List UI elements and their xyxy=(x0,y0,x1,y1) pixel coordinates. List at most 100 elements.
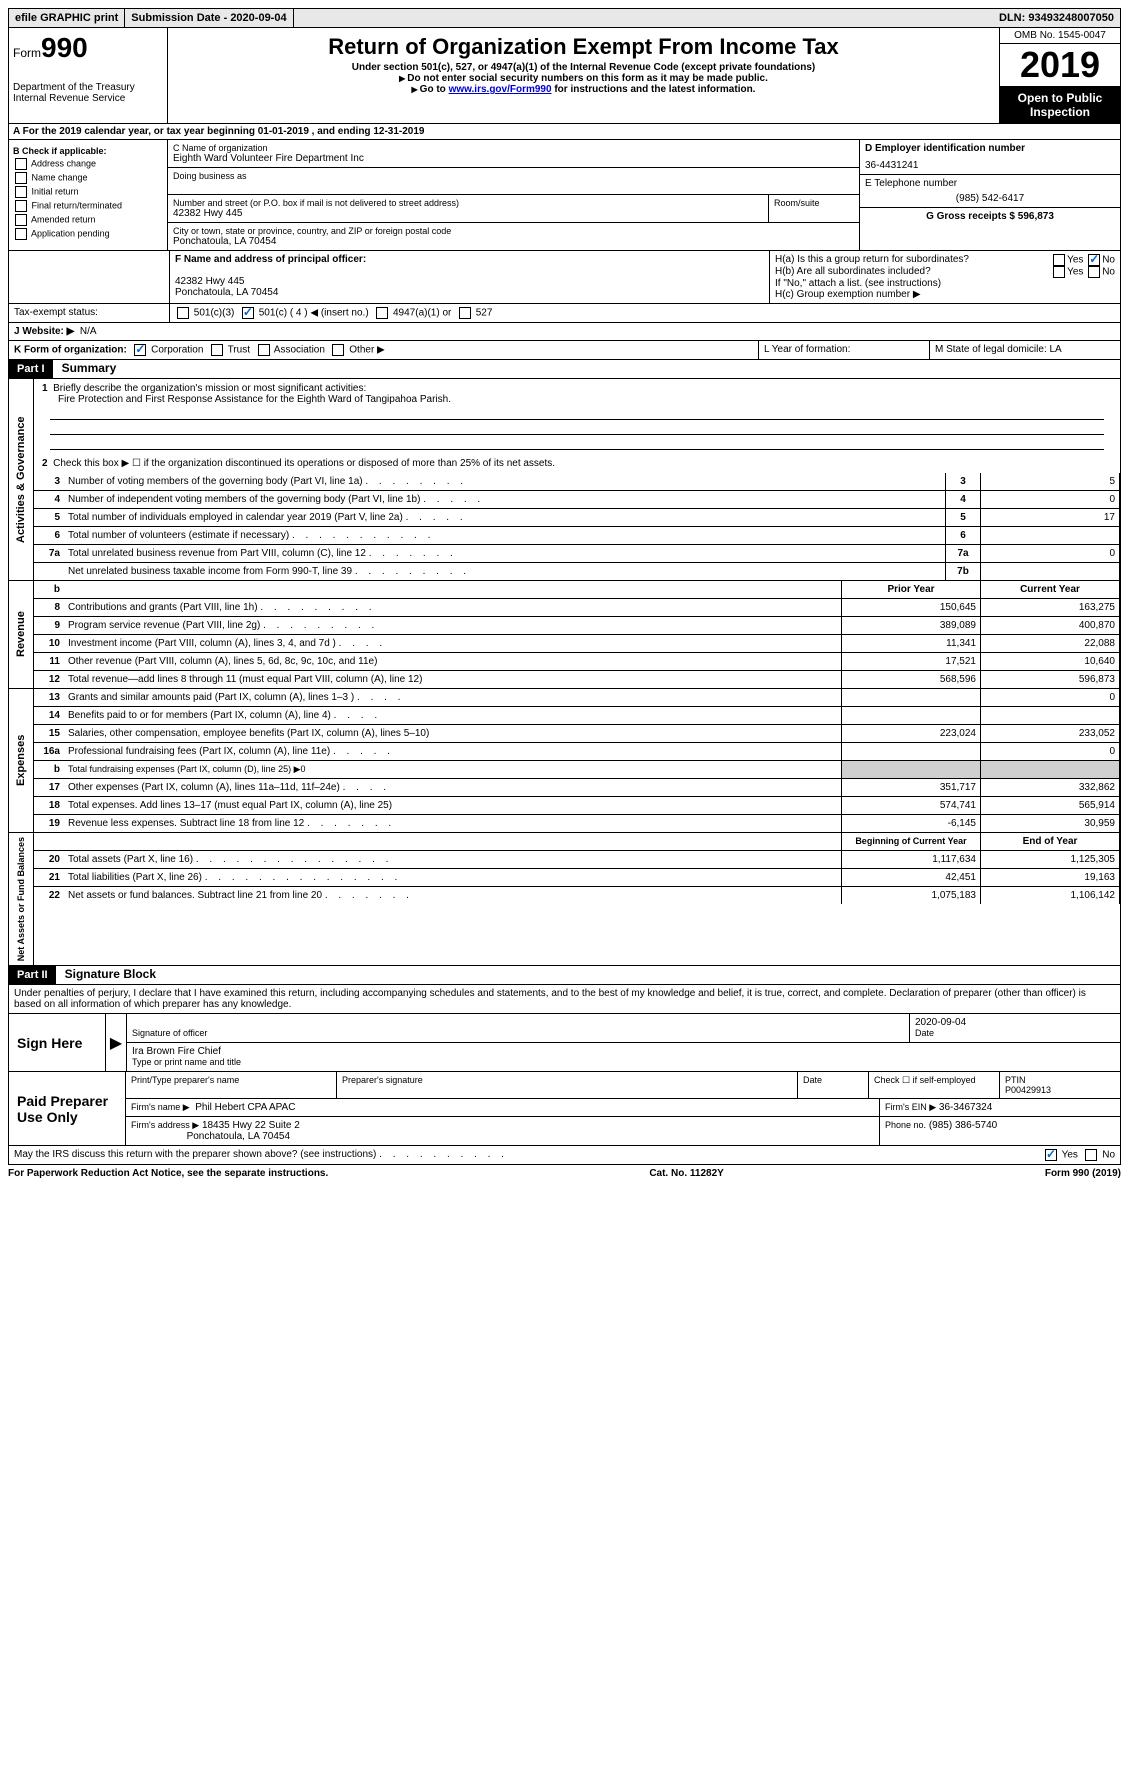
dln: DLN: 93493248007050 xyxy=(993,9,1120,27)
check-final[interactable]: Final return/terminated xyxy=(13,200,163,212)
org-address: 42382 Hwy 445 xyxy=(173,208,763,219)
check-pending[interactable]: Application pending xyxy=(13,228,163,240)
state-domicile: M State of legal domicile: LA xyxy=(930,341,1120,359)
mission-label: Briefly describe the organization's miss… xyxy=(53,383,366,394)
ein-value: 36-4431241 xyxy=(865,160,1115,171)
part2-bar: Part II Signature Block xyxy=(8,966,1121,985)
omb-number: OMB No. 1545-0047 xyxy=(1000,28,1120,44)
officer-addr1: 42382 Hwy 445 xyxy=(175,276,245,287)
footer-mid: Cat. No. 11282Y xyxy=(649,1168,723,1179)
website-value: N/A xyxy=(80,326,97,337)
officer-addr2: Ponchatoula, LA 70454 xyxy=(175,287,278,298)
submission-date: Submission Date - 2020-09-04 xyxy=(125,9,293,27)
top-bar: efile GRAPHIC print Submission Date - 20… xyxy=(8,8,1121,28)
row-k-l-m: K Form of organization: Corporation Trus… xyxy=(8,341,1121,360)
year-formation: L Year of formation: xyxy=(759,341,930,359)
efile-label[interactable]: efile GRAPHIC print xyxy=(9,9,125,27)
org-name: Eighth Ward Volunteer Fire Department In… xyxy=(173,153,854,164)
goto-note: Go to www.irs.gov/Form990 for instructio… xyxy=(172,84,995,95)
netassets-table: Beginning of Current YearEnd of Year 20T… xyxy=(34,833,1120,904)
officer-name: Ira Brown Fire Chief xyxy=(132,1046,221,1057)
website-label: J Website: ▶ xyxy=(14,326,74,337)
form-subtitle: Under section 501(c), 527, or 4947(a)(1)… xyxy=(172,62,995,73)
irs-link[interactable]: www.irs.gov/Form990 xyxy=(449,84,552,95)
check-address[interactable]: Address change xyxy=(13,158,163,170)
footer-right: Form 990 (2019) xyxy=(1045,1168,1121,1179)
tax-status-label: Tax-exempt status: xyxy=(9,304,170,322)
part2-title: Signature Block xyxy=(59,967,156,981)
hb-label: H(b) Are all subordinates included? xyxy=(775,266,931,278)
ha-label: H(a) Is this a group return for subordin… xyxy=(775,254,969,266)
org-name-label: C Name of organization xyxy=(173,143,854,153)
box-d-e-g: D Employer identification number 36-4431… xyxy=(860,140,1120,250)
hb-checks[interactable]: Yes No xyxy=(1051,266,1115,278)
preparer-section: Paid Preparer Use Only Print/Type prepar… xyxy=(8,1072,1121,1146)
room-label: Room/suite xyxy=(774,198,854,208)
tax-status-opts[interactable]: 501(c)(3) 501(c) ( 4 ) ◀ (insert no.) 49… xyxy=(170,304,1120,322)
phone-label: E Telephone number xyxy=(865,178,1115,189)
firm-ein-label: Firm's EIN ▶ xyxy=(885,1102,936,1112)
expenses-section: Expenses 13Grants and similar amounts pa… xyxy=(8,689,1121,833)
mission-text: Fire Protection and First Response Assis… xyxy=(58,394,451,405)
page-footer: For Paperwork Reduction Act Notice, see … xyxy=(8,1165,1121,1182)
firm-label: Firm's name ▶ xyxy=(131,1102,190,1112)
dba-label: Doing business as xyxy=(173,171,854,181)
city-label: City or town, state or province, country… xyxy=(173,226,854,236)
revenue-section: Revenue bPrior YearCurrent Year 8Contrib… xyxy=(8,581,1121,689)
expenses-label: Expenses xyxy=(9,689,34,832)
ein-label: D Employer identification number xyxy=(865,143,1025,154)
addr-label: Number and street (or P.O. box if mail i… xyxy=(173,198,763,208)
form-org-opts[interactable]: K Form of organization: Corporation Trus… xyxy=(9,341,759,359)
discuss-row: May the IRS discuss this return with the… xyxy=(8,1146,1121,1165)
part2-header: Part II xyxy=(9,966,56,984)
firm-phone-label: Phone no. xyxy=(885,1120,926,1130)
form-title: Return of Organization Exempt From Incom… xyxy=(172,34,995,60)
netassets-section: Net Assets or Fund Balances Beginning of… xyxy=(8,833,1121,966)
ssn-note: Do not enter social security numbers on … xyxy=(172,73,995,84)
discuss-checks[interactable]: Yes No xyxy=(1043,1149,1115,1161)
prep-date-label: Date xyxy=(798,1072,869,1098)
governance-table: 3Number of voting members of the governi… xyxy=(34,473,1120,580)
dept-treasury: Department of the Treasury xyxy=(13,82,163,93)
officer-name-label: Type or print name and title xyxy=(132,1057,241,1067)
expenses-table: 13Grants and similar amounts paid (Part … xyxy=(34,689,1120,832)
check-initial[interactable]: Initial return xyxy=(13,186,163,198)
row-f-h: F Name and address of principal officer:… xyxy=(8,251,1121,304)
row-i-status: Tax-exempt status: 501(c)(3) 501(c) ( 4 … xyxy=(8,304,1121,323)
part1-header: Part I xyxy=(9,360,53,378)
tax-year: 2019 xyxy=(1000,44,1120,87)
ptin-label: PTIN xyxy=(1005,1075,1026,1085)
ha-checks[interactable]: Yes No xyxy=(1051,254,1115,266)
firm-ein: 36-3467324 xyxy=(939,1102,992,1113)
perjury-text: Under penalties of perjury, I declare th… xyxy=(8,985,1121,1014)
prep-sig-label: Preparer's signature xyxy=(337,1072,798,1098)
officer-label: F Name and address of principal officer: xyxy=(175,254,366,265)
prep-self-emp[interactable]: Check ☐ if self-employed xyxy=(869,1072,1000,1098)
form-header: Form990 Department of the Treasury Inter… xyxy=(8,28,1121,124)
sign-here-section: Sign Here ▶ Signature of officer 2020-09… xyxy=(8,1014,1121,1072)
revenue-table: bPrior YearCurrent Year 8Contributions a… xyxy=(34,581,1120,688)
box-c-org: C Name of organization Eighth Ward Volun… xyxy=(168,140,860,250)
form-number: Form990 xyxy=(13,32,163,64)
sig-officer-label: Signature of officer xyxy=(132,1028,207,1038)
footer-left: For Paperwork Reduction Act Notice, see … xyxy=(8,1168,328,1179)
netassets-label: Net Assets or Fund Balances xyxy=(9,833,34,965)
revenue-label: Revenue xyxy=(9,581,34,688)
hb-note: If "No," attach a list. (see instruction… xyxy=(775,278,1115,289)
check-amended[interactable]: Amended return xyxy=(13,214,163,226)
public-inspection: Open to Public Inspection xyxy=(1000,87,1120,123)
part1-bar: Part I Summary xyxy=(8,360,1121,379)
governance-label: Activities & Governance xyxy=(9,379,34,580)
preparer-label: Paid Preparer Use Only xyxy=(9,1072,125,1145)
gross-receipts: G Gross receipts $ 596,873 xyxy=(926,211,1054,222)
firm-addr2: Ponchatoula, LA 70454 xyxy=(187,1131,290,1142)
sign-here-label: Sign Here xyxy=(9,1014,105,1071)
firm-name: Phil Hebert CPA APAC xyxy=(195,1102,295,1113)
irs-label: Internal Revenue Service xyxy=(13,93,163,104)
firm-phone: (985) 386-5740 xyxy=(929,1120,997,1131)
firm-addr-label: Firm's address ▶ xyxy=(131,1120,199,1130)
line2-text: Check this box ▶ ☐ if the organization d… xyxy=(53,458,555,469)
check-name[interactable]: Name change xyxy=(13,172,163,184)
discuss-text: May the IRS discuss this return with the… xyxy=(14,1149,376,1160)
hc-label: H(c) Group exemption number ▶ xyxy=(775,289,1115,300)
